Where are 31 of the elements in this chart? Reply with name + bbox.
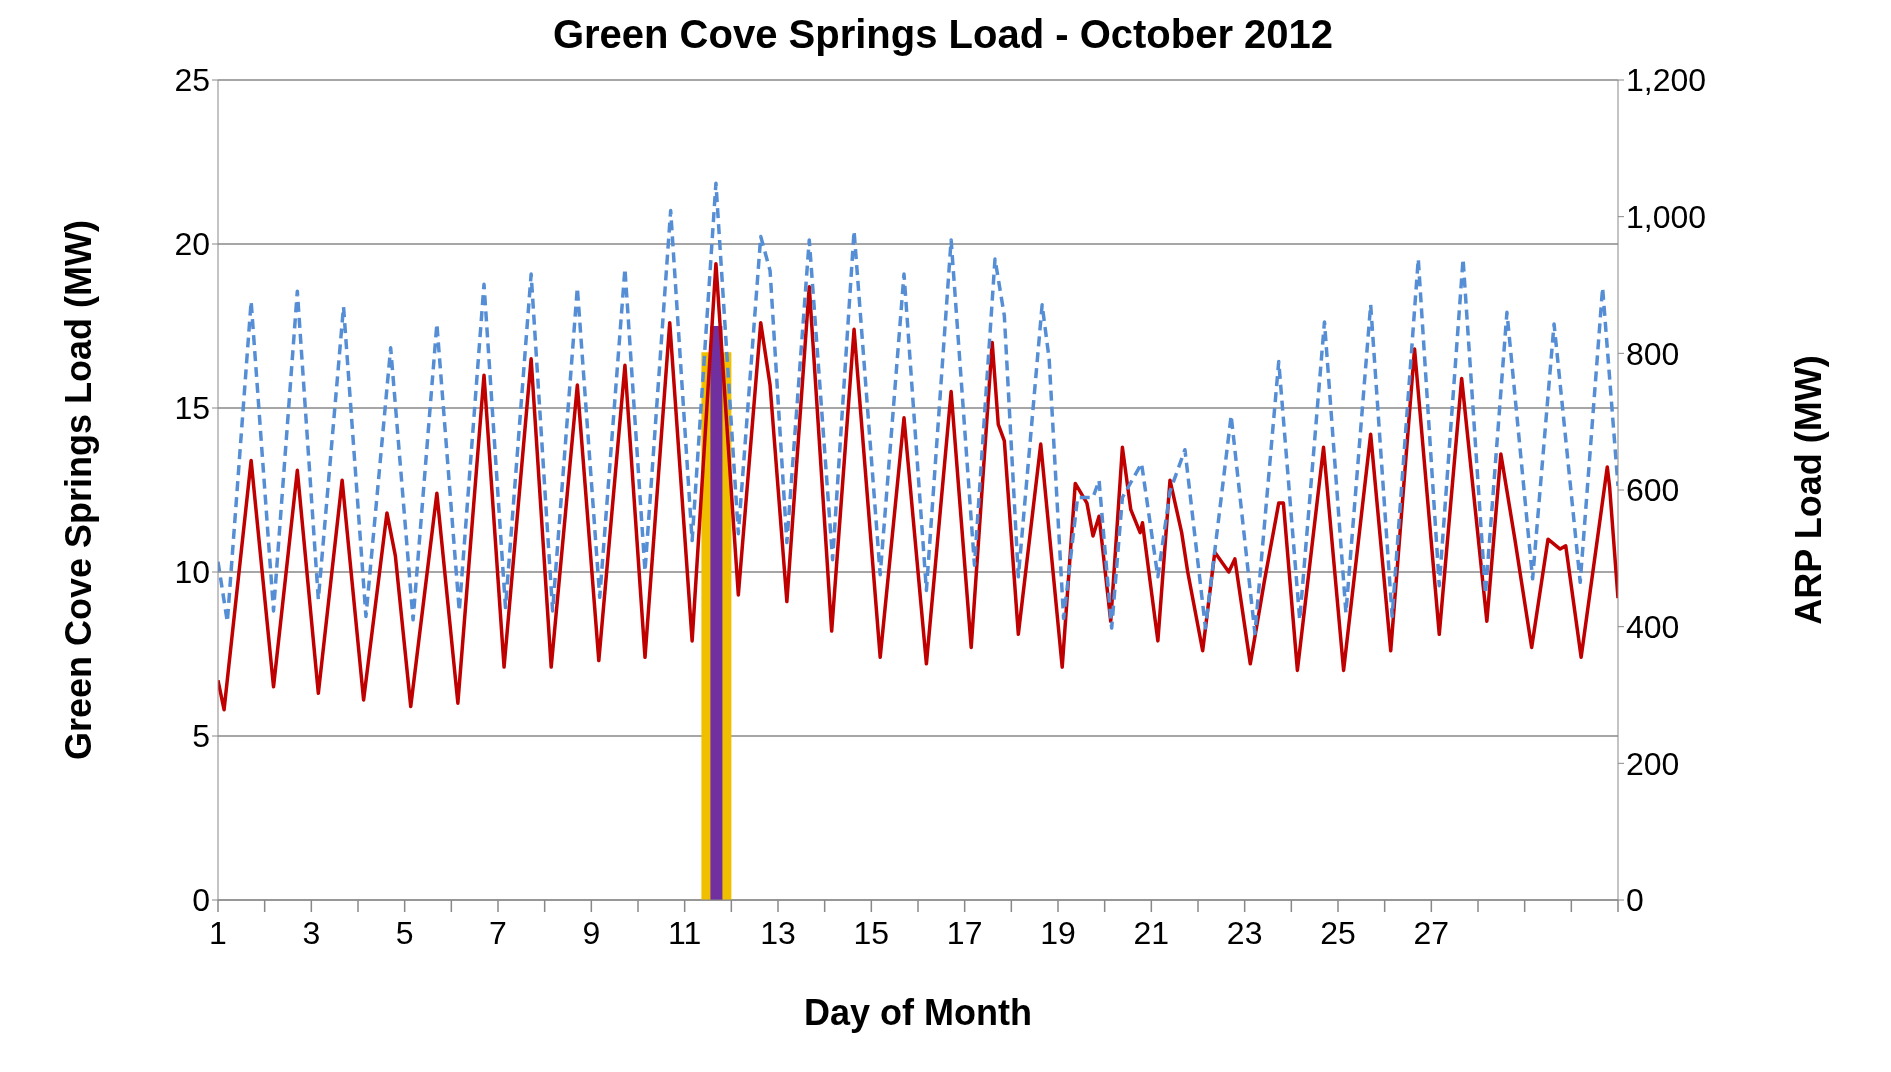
x-tick-label: 27 [1413,915,1450,951]
y2-tick-label: 400 [1626,609,1680,646]
x-axis-title: Day of Month [804,992,1032,1033]
x-tick-label: 11 [668,915,702,951]
y-tick-label: 0 [192,882,210,919]
y-tick-label: 5 [192,718,210,755]
x-tick-label: 7 [489,915,507,951]
y-axis-title: Green Cove Springs Load (MW) [57,219,99,761]
x-tick-label: 9 [582,915,601,951]
y-tick-label: 10 [174,554,210,591]
y2-tick-label: 0 [1626,882,1644,919]
y2-axis-title: ARP Load (MW) [1787,355,1829,625]
y-tick-label: 25 [174,62,210,99]
x-tick-label: 19 [1040,915,1076,951]
x-tick-label: 13 [760,915,796,951]
x-tick-label: 21 [1133,915,1170,951]
x-tick-label: 23 [1226,915,1263,951]
x-tick-label: 15 [853,915,890,951]
x-tick-label: 3 [302,915,321,951]
y2-tick-label: 1,200 [1626,62,1707,99]
x-tick-label: 25 [1320,915,1356,951]
y2-tick-label: 1,000 [1626,199,1707,236]
x-tick-label: 5 [395,915,414,951]
x-tick-label: 1 [209,915,227,951]
chart-title: Green Cove Springs Load - October 2012 [551,11,1335,58]
y2-tick-label: 800 [1626,335,1680,372]
y-tick-label: 20 [174,226,210,263]
y2-tick-label: 200 [1626,745,1680,782]
x-tick-label: 17 [946,915,983,951]
y-tick-label: 15 [174,390,210,427]
y2-tick-label: 600 [1626,472,1680,509]
